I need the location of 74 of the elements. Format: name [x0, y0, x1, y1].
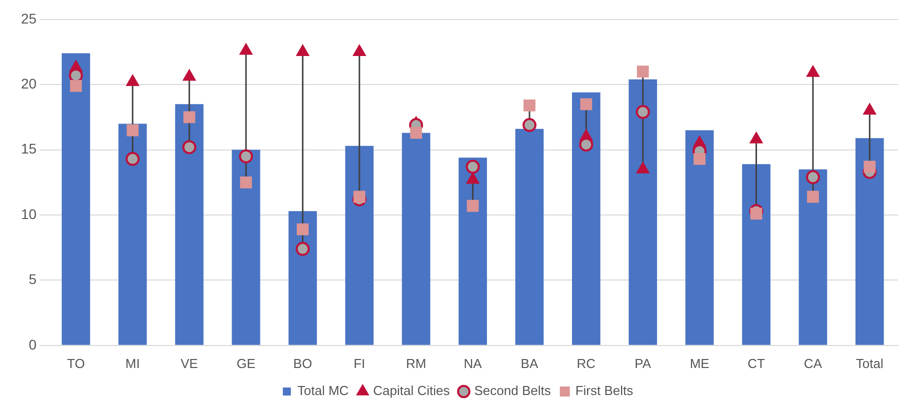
point: [694, 152, 706, 165]
point: [240, 176, 252, 188]
x-tick-label: CT: [748, 356, 765, 371]
point: [580, 98, 592, 110]
point: [240, 44, 252, 55]
bar: [798, 169, 828, 345]
y-tick-label: 15: [20, 140, 37, 157]
point: [466, 160, 480, 174]
point: [126, 124, 139, 136]
point: [807, 190, 819, 203]
bar: [515, 128, 544, 345]
point: [183, 111, 196, 124]
x-tick-label: MI: [125, 356, 140, 371]
bar: [118, 124, 147, 345]
x-tick-label: VE: [180, 356, 198, 371]
x-tick-label: TO: [67, 356, 85, 371]
bar: [628, 79, 658, 345]
point: [296, 45, 309, 56]
point: [806, 170, 820, 184]
bar: [62, 53, 90, 345]
x-tick-label: BO: [293, 356, 312, 371]
legend-label: Capital Cities: [373, 383, 450, 398]
point: [296, 242, 310, 256]
point: [579, 138, 594, 152]
x-tick-label: RM: [406, 356, 426, 371]
legend-label: First Belts: [575, 383, 634, 398]
point: [353, 190, 366, 203]
y-tick-label: 5: [28, 271, 37, 288]
bar: [402, 132, 430, 345]
x-tick-label: RC: [576, 356, 596, 371]
x-tick-label: GE: [236, 356, 256, 371]
point: [864, 160, 876, 173]
point: [750, 208, 762, 220]
point: [353, 45, 366, 56]
bar: [685, 130, 714, 345]
y-tick-label: 20: [20, 75, 37, 92]
bar: [175, 104, 204, 345]
bar: [742, 164, 770, 345]
bar: [458, 158, 487, 345]
point: [750, 132, 762, 144]
bar: [288, 211, 317, 345]
y-tick-label: 10: [20, 206, 37, 222]
bar: [572, 92, 600, 345]
y-tick-label: 0: [28, 336, 37, 352]
point: [466, 200, 479, 212]
x-tick-label: PA: [634, 356, 652, 371]
x-tick-label: NA: [464, 356, 482, 371]
point: [636, 104, 650, 119]
x-tick-label: FI: [354, 356, 366, 371]
bar: [232, 150, 260, 345]
point: [806, 66, 820, 77]
point: [126, 74, 139, 86]
point: [182, 140, 196, 154]
y-tick-label: 25: [20, 10, 37, 26]
x-tick-label: BA: [520, 356, 538, 371]
point: [410, 126, 422, 139]
bar: [345, 146, 374, 345]
point: [636, 162, 650, 174]
point: [70, 80, 82, 92]
point: [524, 100, 536, 112]
point: [239, 149, 254, 164]
point: [183, 70, 196, 81]
x-tick-label: ME: [690, 356, 710, 371]
legend-label: Second Belts: [474, 383, 552, 398]
point: [466, 172, 479, 184]
point: [126, 152, 140, 166]
x-tick-label: Total: [856, 356, 884, 371]
point: [296, 223, 309, 236]
bar: [855, 138, 884, 345]
x-tick-label: CA: [804, 356, 822, 371]
point: [522, 118, 536, 132]
legend-label: Total MC: [297, 383, 349, 398]
point: [863, 104, 876, 115]
point: [636, 66, 649, 78]
